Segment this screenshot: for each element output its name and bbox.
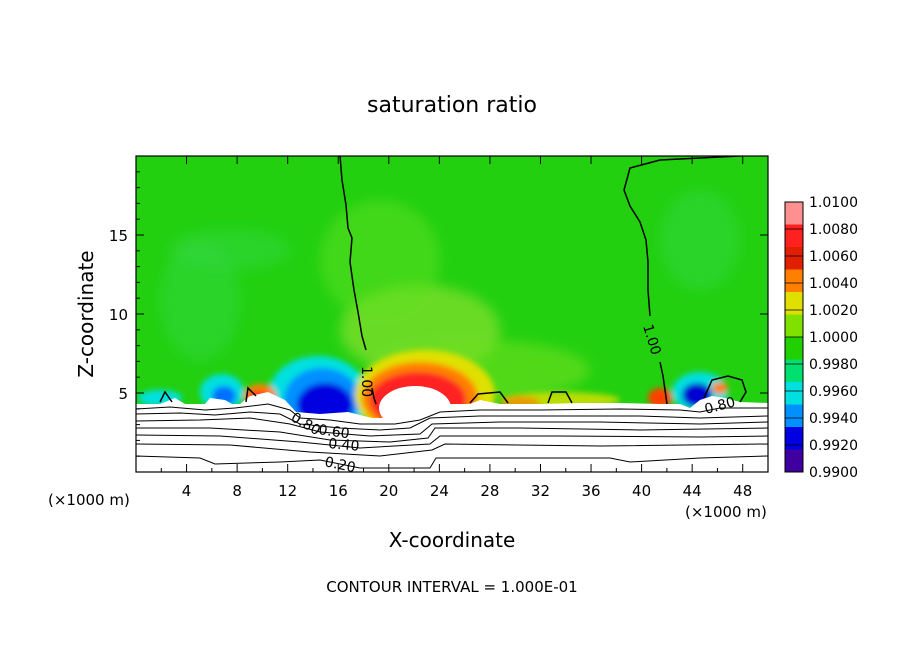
x-tick-label: 40 bbox=[632, 482, 651, 500]
x-unit-left: (×1000 m) bbox=[48, 491, 130, 509]
contour-label: 1.00 bbox=[358, 366, 374, 397]
terrain-region bbox=[136, 392, 768, 472]
colorbar-segment bbox=[785, 314, 803, 338]
colorbar-segment bbox=[785, 224, 803, 248]
x-tick-label: 44 bbox=[683, 482, 702, 500]
colorbar-segment bbox=[785, 269, 803, 293]
colorbar-segment bbox=[785, 427, 803, 450]
x-tick-label: 8 bbox=[232, 482, 242, 500]
colorbar-label: 1.0060 bbox=[809, 249, 858, 265]
colorbar-label: 0.9960 bbox=[809, 384, 858, 400]
x-tick-label: 4 bbox=[182, 482, 192, 500]
y-axis: 5 10 15 bbox=[109, 171, 768, 457]
x-tick-label: 48 bbox=[733, 482, 752, 500]
y-axis-label: Z-coordinate bbox=[74, 250, 98, 377]
colorbar-segment bbox=[785, 247, 803, 270]
chart-title: saturation ratio bbox=[367, 93, 537, 118]
colorbar-segment bbox=[785, 292, 803, 315]
x-tick-label: 16 bbox=[329, 482, 348, 500]
colorbar-label: 0.9900 bbox=[809, 465, 858, 481]
contour-interval-note: CONTOUR INTERVAL = 1.000E-01 bbox=[326, 578, 577, 596]
colorbar: 1.0100 1.0080 1.0060 1.0040 1.0020 1.0000 0.99… bbox=[784, 195, 858, 481]
anomaly-cell bbox=[712, 382, 728, 394]
contour-label: 0.20 bbox=[323, 454, 357, 476]
x-tick-label: 36 bbox=[581, 482, 600, 500]
x-tick-label: 24 bbox=[430, 482, 449, 500]
x-unit-right: (×1000 m) bbox=[685, 503, 767, 521]
colorbar-segment bbox=[785, 449, 803, 473]
colorbar-label: 1.0040 bbox=[809, 276, 858, 292]
colorbar-label: 1.0000 bbox=[809, 330, 858, 346]
contour-labels: 1.00 1.00 0.80 0.60 0.40 0.20 0.80 bbox=[288, 322, 737, 476]
x-axis: 4 8 12 16 20 24 28 32 36 40 44 48 bbox=[160, 156, 752, 500]
contour-label: 0.40 bbox=[328, 436, 360, 455]
contour-label: 0.80 bbox=[703, 394, 737, 418]
x-tick-label: 20 bbox=[379, 482, 398, 500]
colorbar-segment bbox=[785, 359, 803, 383]
colorbar-segment bbox=[785, 337, 803, 360]
terrain-contours bbox=[136, 403, 768, 469]
colorbar-segment bbox=[785, 404, 803, 428]
heatmap-field: 1.00 1.00 0.80 0.60 0.40 0.20 0.80 bbox=[136, 156, 768, 476]
y-tick-label: 10 bbox=[109, 306, 128, 324]
colorbar-label: 1.0020 bbox=[809, 303, 858, 319]
x-tick-label: 28 bbox=[480, 482, 499, 500]
colorbar-segment bbox=[785, 202, 803, 225]
colorbar-segment bbox=[785, 382, 803, 405]
y-tick-label: 5 bbox=[118, 385, 128, 403]
x-axis-label: X-coordinate bbox=[389, 528, 516, 552]
colorbar-label: 1.0080 bbox=[809, 222, 858, 238]
x-tick-label: 32 bbox=[531, 482, 550, 500]
y-tick-label: 15 bbox=[109, 227, 128, 245]
colorbar-label: 1.0100 bbox=[809, 195, 858, 211]
x-tick-label: 12 bbox=[278, 482, 297, 500]
colorbar-label: 0.9980 bbox=[809, 357, 858, 373]
contour-label: 0.60 bbox=[317, 422, 350, 442]
contour-lines bbox=[159, 156, 747, 405]
colorbar-label: 0.9940 bbox=[809, 411, 858, 427]
colorbar-label: 0.9920 bbox=[809, 438, 858, 454]
